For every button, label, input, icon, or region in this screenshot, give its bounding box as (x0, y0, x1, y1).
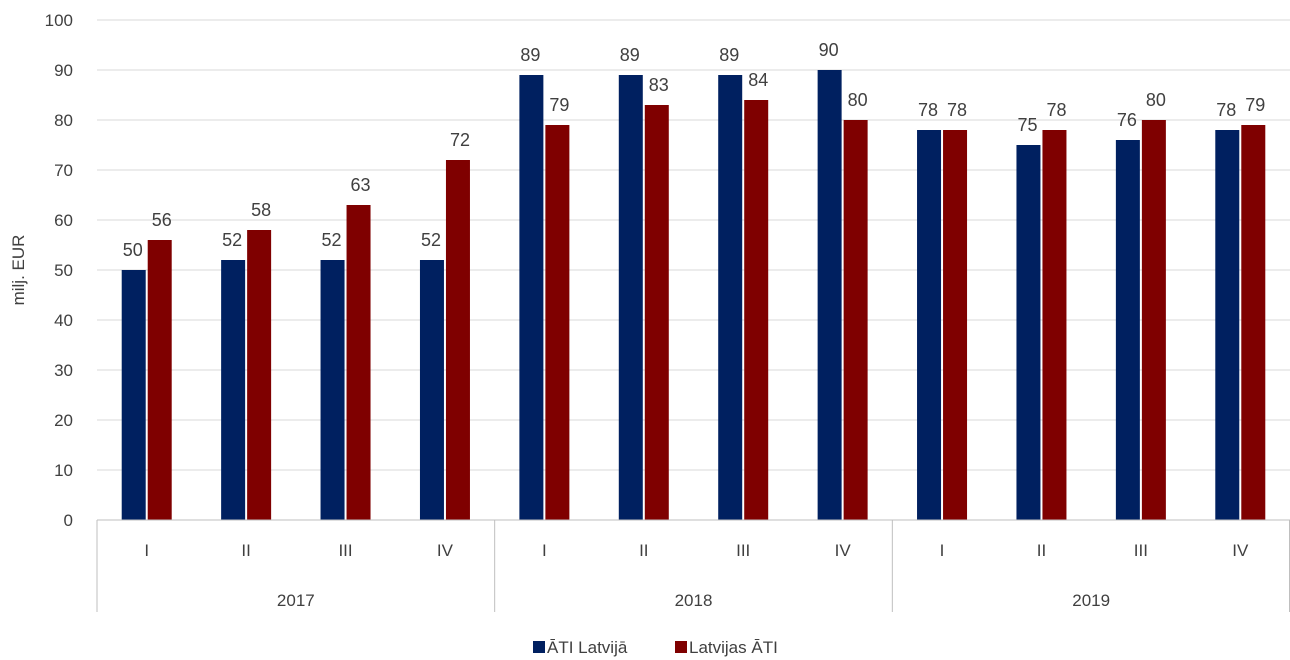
bar-latvijas-ati (943, 130, 968, 520)
x-group-label: 2019 (1072, 591, 1110, 610)
x-tick-label: I (940, 541, 945, 560)
data-label: 52 (222, 230, 242, 250)
x-tick-label: IV (1232, 541, 1249, 560)
y-tick-label: 10 (54, 461, 73, 480)
data-label: 78 (1046, 100, 1066, 120)
bar-ati-latvija (121, 270, 146, 520)
y-tick-label: 100 (45, 11, 73, 30)
data-label: 79 (1245, 95, 1265, 115)
data-label: 90 (819, 40, 839, 60)
data-label: 50 (123, 240, 143, 260)
data-label: 89 (520, 45, 540, 65)
bar-latvijas-ati (545, 125, 570, 520)
y-tick-label: 90 (54, 61, 73, 80)
data-label: 80 (848, 90, 868, 110)
data-label: 83 (649, 75, 669, 95)
data-label: 63 (351, 175, 371, 195)
bar-ati-latvija (917, 130, 942, 520)
data-label: 79 (549, 95, 569, 115)
x-tick-label: III (338, 541, 352, 560)
data-label: 52 (421, 230, 441, 250)
bar-latvijas-ati (644, 105, 669, 520)
legend-swatch (675, 641, 687, 653)
bar-latvijas-ati (1042, 130, 1067, 520)
data-labels: 50 52 52 52 89 89 89 90 78 75 76 78 56 58 63 72 79 83 84 80… (123, 40, 1266, 260)
bar-ati-latvija (320, 260, 345, 520)
y-axis-ticks: 0 10 20 30 40 50 60 70 80 90 100 (45, 11, 73, 530)
bar-latvijas-ati (346, 205, 371, 520)
legend-label: Latvijas ĀTI (689, 638, 778, 657)
x-tick-label: IV (835, 541, 852, 560)
bar-latvijas-ati (1141, 120, 1166, 520)
x-tick-label: III (736, 541, 750, 560)
x-tick-label: II (241, 541, 250, 560)
bar-latvijas-ati (1241, 125, 1266, 520)
bar-ati-latvija (1215, 130, 1240, 520)
bar-ati-latvija (419, 260, 444, 520)
data-label: 56 (152, 210, 172, 230)
x-tick-label: II (639, 541, 648, 560)
data-label: 84 (748, 70, 768, 90)
legend-swatch (533, 641, 545, 653)
x-tick-label: III (1134, 541, 1148, 560)
bar-ati-latvija (1115, 140, 1140, 520)
data-label: 72 (450, 130, 470, 150)
y-tick-label: 70 (54, 161, 73, 180)
legend: ĀTI Latvijā Latvijas ĀTI (533, 638, 778, 657)
y-tick-label: 40 (54, 311, 73, 330)
data-label: 76 (1117, 110, 1137, 130)
bar-latvijas-ati (744, 100, 769, 520)
gridlines (97, 19, 1290, 521)
data-label: 78 (1216, 100, 1236, 120)
data-label: 78 (947, 100, 967, 120)
bar-latvijas-ati (247, 230, 272, 520)
bar-latvijas-ati (147, 240, 172, 520)
bar-ati-latvija (1016, 145, 1041, 520)
y-tick-label: 60 (54, 211, 73, 230)
data-label: 89 (620, 45, 640, 65)
x-tick-label: I (144, 541, 149, 560)
bar-ati-latvija (221, 260, 246, 520)
data-label: 52 (322, 230, 342, 250)
data-label: 78 (918, 100, 938, 120)
data-label: 75 (1017, 115, 1037, 135)
legend-label: ĀTI Latvijā (547, 638, 628, 657)
x-tick-label: I (542, 541, 547, 560)
y-tick-label: 30 (54, 361, 73, 380)
bars (121, 70, 1266, 520)
bar-ati-latvija (618, 75, 643, 520)
x-tick-label: II (1037, 541, 1046, 560)
bar-ati-latvija (817, 70, 842, 520)
data-label: 80 (1146, 90, 1166, 110)
bar-ati-latvija (718, 75, 743, 520)
data-label: 58 (251, 200, 271, 220)
y-tick-label: 50 (54, 261, 73, 280)
x-tick-label: IV (437, 541, 454, 560)
y-tick-label: 20 (54, 411, 73, 430)
bar-ati-latvija (519, 75, 544, 520)
x-group-label: 2018 (675, 591, 713, 610)
y-axis-title: milj. EUR (9, 235, 28, 306)
bar-latvijas-ati (843, 120, 868, 520)
bar-latvijas-ati (445, 160, 470, 520)
y-tick-label: 80 (54, 111, 73, 130)
x-group-label: 2017 (277, 591, 315, 610)
data-label: 89 (719, 45, 739, 65)
y-tick-label: 0 (64, 511, 73, 530)
